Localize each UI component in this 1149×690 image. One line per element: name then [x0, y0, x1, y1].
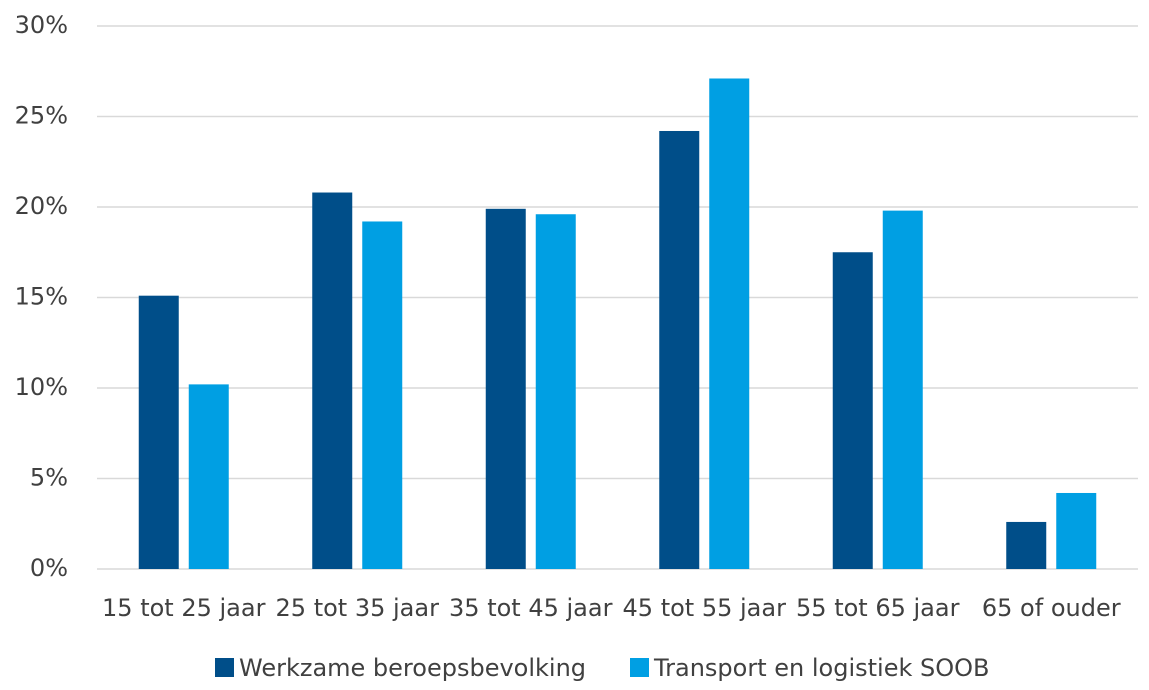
- legend-label: Transport en logistiek SOOB: [653, 654, 989, 682]
- bar: [188, 384, 229, 569]
- y-tick-label: 15%: [15, 283, 68, 311]
- legend-swatch: [215, 658, 234, 677]
- x-tick-label: 55 tot 65 jaar: [796, 594, 960, 622]
- x-tick-label: 45 tot 55 jaar: [623, 594, 787, 622]
- bar: [535, 214, 576, 570]
- bar: [138, 295, 179, 569]
- bar: [882, 210, 923, 569]
- legend-swatch: [630, 658, 649, 677]
- bar: [709, 78, 750, 570]
- x-tick-label: 25 tot 35 jaar: [276, 594, 440, 622]
- bar: [312, 192, 353, 569]
- bar: [1006, 521, 1047, 569]
- x-tick-label: 15 tot 25 jaar: [102, 594, 266, 622]
- bar: [659, 130, 700, 570]
- y-tick-label: 30%: [15, 11, 68, 39]
- x-tick-label: 35 tot 45 jaar: [449, 594, 613, 622]
- y-tick-label: 0%: [30, 554, 68, 582]
- bar: [1056, 492, 1097, 569]
- x-tick-label: 65 of ouder: [982, 594, 1121, 622]
- bar: [362, 221, 403, 570]
- bar: [832, 252, 873, 569]
- bar: [485, 208, 526, 569]
- y-tick-label: 5%: [30, 464, 68, 492]
- y-tick-label: 20%: [15, 192, 68, 220]
- y-tick-label: 10%: [15, 373, 68, 401]
- y-tick-label: 25%: [15, 102, 68, 130]
- legend-label: Werkzame beroepsbevolking: [239, 654, 586, 682]
